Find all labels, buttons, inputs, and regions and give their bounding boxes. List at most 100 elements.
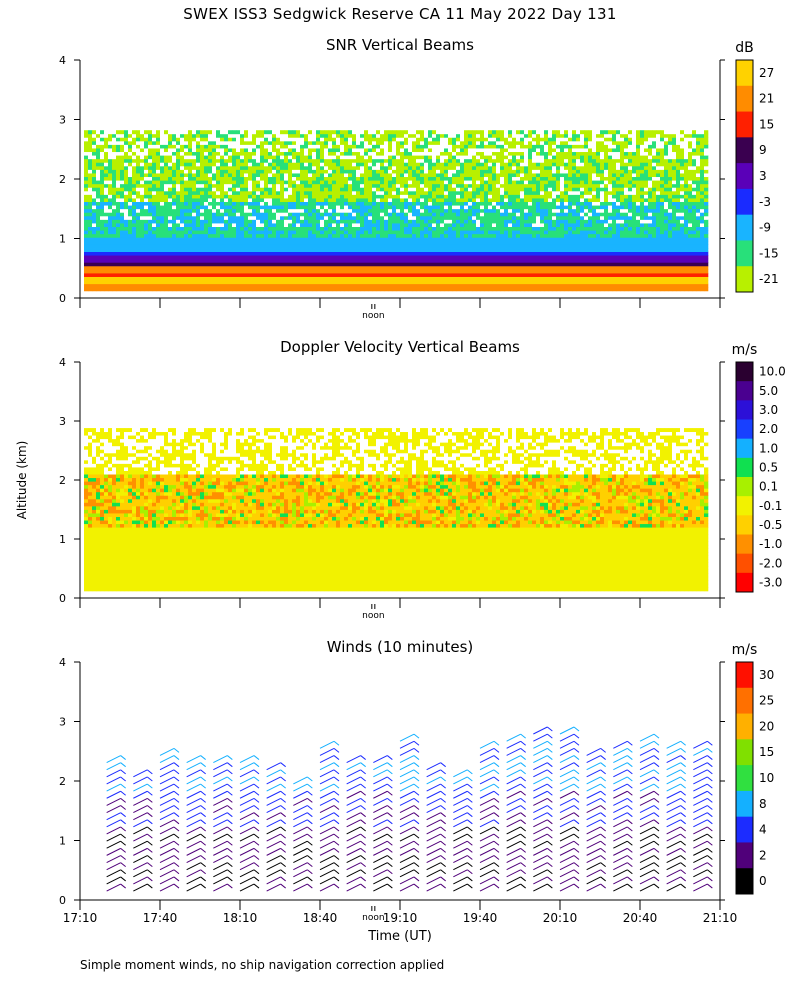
heat-cell (160, 148, 165, 153)
heat-cell (300, 190, 305, 195)
heat-cell (448, 158, 453, 163)
heat-cell (416, 255, 421, 260)
heat-cell (212, 140, 217, 145)
heat-cell (236, 208, 241, 213)
heat-cell (212, 158, 217, 163)
heat-cell (452, 248, 457, 252)
heat-cell (240, 133, 245, 138)
heat-cell (276, 187, 281, 192)
heat-cell (500, 276, 505, 281)
heat-cell (220, 248, 225, 252)
heat-cell (144, 233, 149, 238)
heat-cell (412, 194, 417, 199)
heat-cell (404, 173, 409, 178)
heat-cell (204, 187, 209, 192)
heat-cell (224, 165, 229, 170)
heat-cell (520, 180, 525, 185)
heat-cell (132, 140, 137, 145)
heat-cell (436, 183, 441, 188)
heat-cell (324, 244, 329, 249)
heat-cell (264, 280, 269, 285)
heat-cell (516, 248, 521, 252)
heat-cell (196, 258, 201, 263)
heat-cell (100, 158, 105, 163)
heat-cell (148, 233, 153, 238)
heat-cell (364, 133, 369, 138)
heat-cell (316, 255, 321, 260)
heat-cell (164, 276, 169, 281)
heat-cell (256, 194, 261, 199)
heat-cell (136, 194, 141, 199)
heat-cell (440, 173, 445, 178)
heat-cell (280, 205, 285, 210)
heat-cell (464, 273, 469, 277)
heat-cell (292, 230, 297, 235)
heat-cell (480, 283, 485, 288)
heat-cell (244, 258, 249, 263)
heat-cell (144, 287, 149, 292)
heat-cell (480, 198, 485, 203)
heat-cell (400, 258, 405, 263)
heat-cell (320, 155, 325, 160)
heat-cell (272, 155, 277, 160)
heat-cell (160, 273, 165, 277)
heat-cell (180, 198, 185, 203)
heat-cell (112, 215, 117, 220)
heat-cell (376, 140, 381, 145)
heat-cell (428, 237, 433, 242)
heat-cell (424, 130, 429, 135)
heat-cell (220, 173, 225, 178)
heat-cell (196, 148, 201, 153)
heat-cell (428, 226, 433, 231)
heat-cell (452, 265, 457, 270)
heat-cell (456, 137, 461, 142)
heat-cell (524, 215, 529, 220)
heat-cell (372, 205, 377, 210)
heat-cell (84, 255, 89, 260)
heat-cell (284, 133, 289, 138)
heat-cell (416, 262, 421, 267)
heat-cell (252, 255, 257, 260)
heat-cell (420, 158, 425, 163)
heat-cell (436, 130, 441, 135)
heat-cell (456, 273, 461, 277)
heat-cell (312, 248, 317, 252)
heat-cell (456, 176, 461, 181)
heat-cell (304, 276, 309, 281)
heat-cell (492, 219, 497, 224)
heat-cell (488, 237, 493, 242)
heat-cell (112, 240, 117, 245)
heat-cell (240, 255, 245, 260)
heat-cell (388, 230, 393, 235)
heat-cell (116, 240, 121, 245)
heat-cell (164, 169, 169, 174)
heat-cell (216, 155, 221, 160)
heat-cell (464, 223, 469, 227)
heat-cell (292, 265, 297, 270)
heat-cell (148, 198, 153, 203)
heat-cell (280, 187, 285, 192)
heat-cell (192, 223, 197, 227)
heat-cell (248, 244, 253, 249)
heat-cell (332, 226, 337, 231)
heat-cell (308, 201, 313, 206)
heat-cell (140, 287, 145, 292)
heat-cell (476, 144, 481, 149)
heat-cell (84, 223, 89, 227)
heat-cell (284, 276, 289, 281)
heat-cell (456, 233, 461, 238)
heat-cell (416, 233, 421, 238)
heat-cell (124, 244, 129, 249)
heat-cell (244, 262, 249, 267)
heat-cell (336, 144, 341, 149)
heat-cell (176, 237, 181, 242)
heat-cell (432, 230, 437, 235)
heat-cell (112, 133, 117, 138)
heat-cell (472, 230, 477, 235)
heat-cell (436, 283, 441, 288)
heat-cell (108, 258, 113, 263)
heat-cell (496, 287, 501, 292)
heat-cell (116, 148, 121, 153)
heat-cell (120, 151, 125, 156)
heat-cell (284, 169, 289, 174)
